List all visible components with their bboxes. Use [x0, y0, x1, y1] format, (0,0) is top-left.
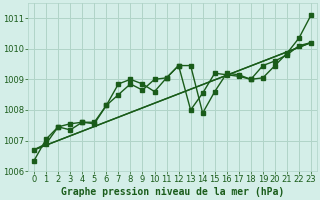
X-axis label: Graphe pression niveau de la mer (hPa): Graphe pression niveau de la mer (hPa) — [61, 187, 284, 197]
